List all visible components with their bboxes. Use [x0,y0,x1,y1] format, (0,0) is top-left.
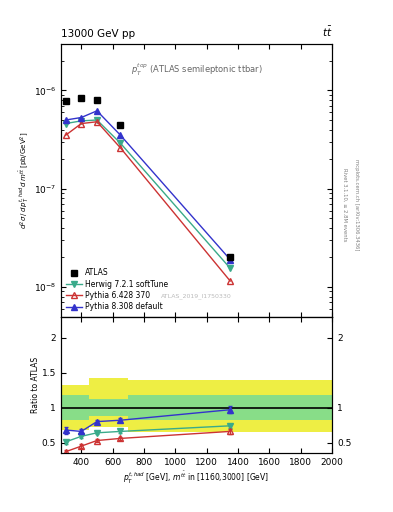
Herwig 7.2.1 softTune [95,117,99,123]
Pythia 8.308 default [79,115,84,121]
X-axis label: $p_T^{t,had}$ [GeV], $m^{t\bar{t}}$ in [1160,3000] [GeV]: $p_T^{t,had}$ [GeV], $m^{t\bar{t}}$ in [… [123,470,270,486]
Line: Pythia 6.428 370: Pythia 6.428 370 [63,119,233,284]
ATLAS [79,95,84,101]
Herwig 7.2.1 softTune [63,120,68,126]
Pythia 6.428 370 [118,145,123,151]
Line: Herwig 7.2.1 softTune: Herwig 7.2.1 softTune [63,117,233,271]
Pythia 8.308 default [63,117,68,123]
Pythia 6.428 370 [79,120,84,126]
ATLAS [95,97,99,103]
Herwig 7.2.1 softTune [118,140,123,146]
Text: Rivet 3.1.10, ≥ 2.8M events: Rivet 3.1.10, ≥ 2.8M events [342,168,347,242]
ATLAS [228,254,233,261]
Text: mcplots.cern.ch [arXiv:1306.3436]: mcplots.cern.ch [arXiv:1306.3436] [354,159,359,250]
Y-axis label: $d^2\sigma\,/\,d\,p_T^{t,had}\,d\,m^{t\bar{t}}\;[\mathrm{pb/GeV^2}]$: $d^2\sigma\,/\,d\,p_T^{t,had}\,d\,m^{t\b… [18,132,32,229]
Pythia 8.308 default [118,132,123,138]
ATLAS [118,121,123,127]
Text: 13000 GeV pp: 13000 GeV pp [61,29,135,39]
Text: $p_T^{top}$ (ATLAS semileptonic ttbar): $p_T^{top}$ (ATLAS semileptonic ttbar) [130,62,263,78]
Line: Pythia 8.308 default: Pythia 8.308 default [63,108,233,262]
Pythia 6.428 370 [63,132,68,138]
Legend: ATLAS, Herwig 7.2.1 softTune, Pythia 6.428 370, Pythia 8.308 default: ATLAS, Herwig 7.2.1 softTune, Pythia 6.4… [65,267,169,313]
Text: ATLAS_2019_I1750330: ATLAS_2019_I1750330 [161,293,232,299]
Y-axis label: Ratio to ATLAS: Ratio to ATLAS [31,357,40,413]
Text: $t\bar{t}$: $t\bar{t}$ [321,25,332,39]
Pythia 8.308 default [228,257,233,263]
Pythia 8.308 default [95,108,99,114]
Pythia 6.428 370 [95,119,99,125]
Herwig 7.2.1 softTune [79,118,84,124]
Pythia 6.428 370 [228,278,233,284]
Line: ATLAS: ATLAS [62,95,234,261]
ATLAS [63,98,68,104]
Herwig 7.2.1 softTune [228,265,233,271]
